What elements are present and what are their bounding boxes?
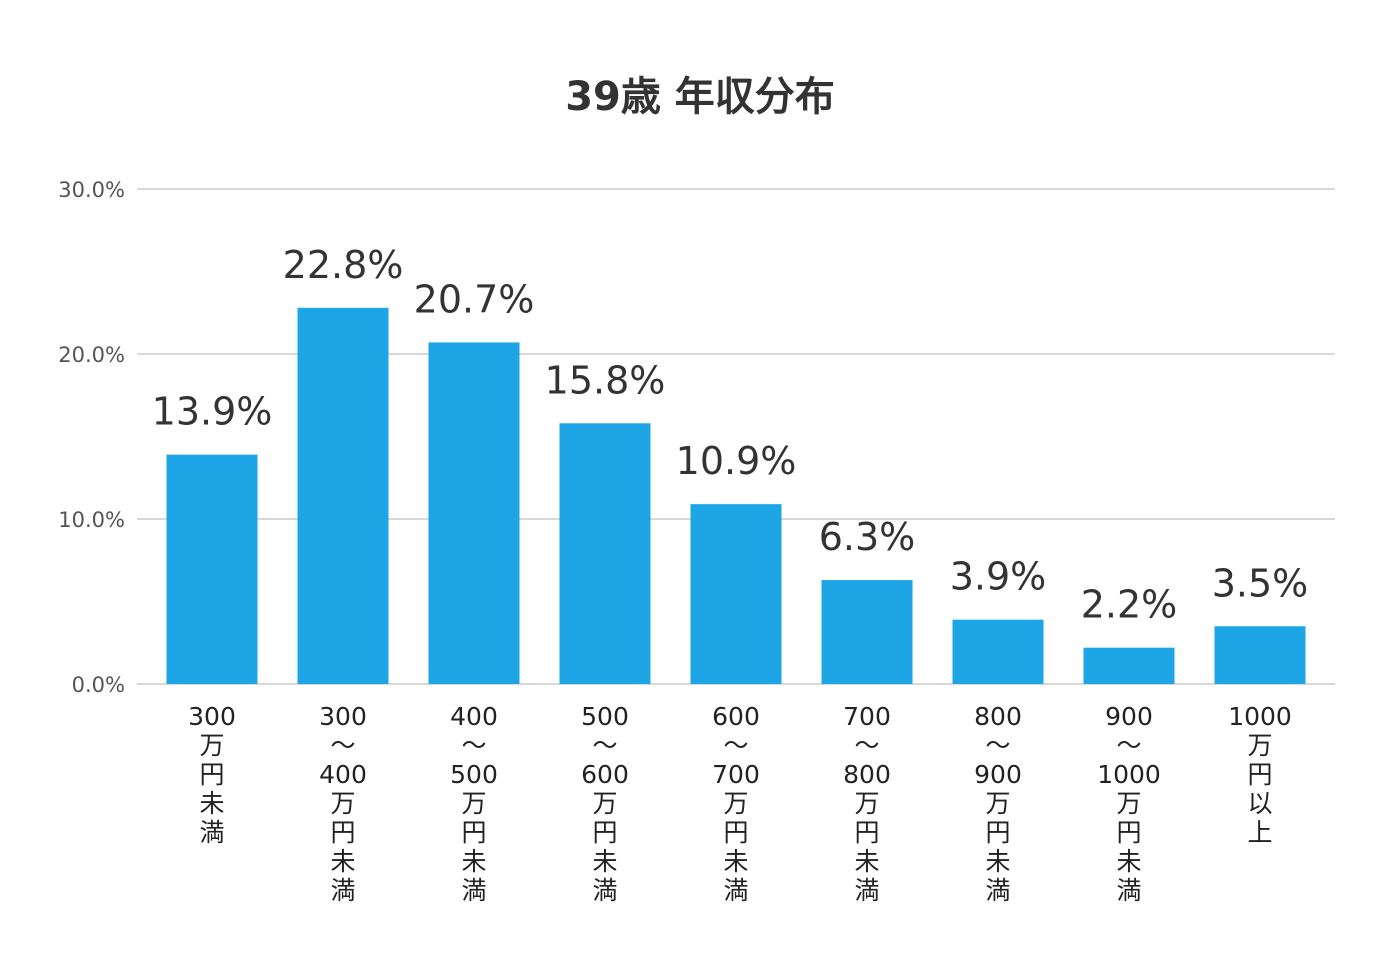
x-tick-label-line: 万 (461, 789, 486, 818)
x-tick-label-line: 〜 (461, 731, 486, 760)
x-tick-label-line: 900 (974, 760, 1022, 789)
y-tick-label: 10.0% (58, 508, 125, 532)
x-tick-label-line: 1000 (1097, 760, 1161, 789)
x-tick-label-line: 500 (450, 760, 498, 789)
x-tick-label-line: 未 (199, 789, 224, 818)
x-tick-label-line: 万 (985, 789, 1010, 818)
x-tick-label-line: 未 (592, 847, 617, 876)
x-tick-label-line: 万 (592, 789, 617, 818)
x-tick-label-line: 満 (1116, 876, 1141, 905)
bar (297, 307, 389, 684)
x-tick-label-line: 万 (723, 789, 748, 818)
y-tick-label: 0.0% (72, 673, 125, 697)
x-tick-label-line: 800 (974, 702, 1022, 731)
x-tick-label-line: 満 (854, 876, 879, 905)
x-tick-label-line: 円 (330, 818, 355, 847)
x-tick-label-line: 1000 (1228, 702, 1292, 731)
bar (428, 342, 520, 684)
x-tick-label-line: 満 (461, 876, 486, 905)
bar (1083, 647, 1175, 684)
x-tick-label-line: 万 (330, 789, 355, 818)
bars (166, 307, 1306, 684)
x-tick-label-line: 700 (712, 760, 760, 789)
y-tick-label: 30.0% (58, 178, 125, 202)
x-tick-label-line: 未 (461, 847, 486, 876)
data-label: 15.8% (545, 358, 666, 402)
x-tick-label-line: 400 (319, 760, 367, 789)
x-tick-label-line: 〜 (723, 731, 748, 760)
chart-title: 39歳 年収分布 (565, 74, 835, 120)
data-labels: 13.9% 22.8%20.7%15.8%10.9% 6.3% 3.9% 2.2% 3.5… (152, 243, 1309, 627)
bar (559, 423, 651, 684)
data-label: 3.9% (950, 555, 1047, 599)
x-tick-label-line: 未 (985, 847, 1010, 876)
x-tick-label-line: 円 (592, 818, 617, 847)
data-label: 20.7% (414, 277, 535, 321)
x-tick-label-line: 600 (712, 702, 760, 731)
x-tick-label-line: 400 (450, 702, 498, 731)
x-tick-label-line: 万 (199, 731, 224, 760)
x-tick-label-line: 万 (854, 789, 879, 818)
x-tick-label-line: 500 (581, 702, 629, 731)
x-tick-label-line: 円 (854, 818, 879, 847)
x-tick-label-line: 未 (1116, 847, 1141, 876)
data-label: 3.5% (1212, 561, 1309, 605)
data-label: 13.9% (152, 390, 273, 434)
x-tick-label-line: 満 (592, 876, 617, 905)
x-tick-label-line: 以 (1247, 789, 1272, 818)
x-tick-label-line: 〜 (985, 731, 1010, 760)
x-tick-label-line: 700 (843, 702, 891, 731)
x-axis-labels: 300万円未満300〜400万円未満400〜500万円未満500〜600万円未満… (188, 702, 1292, 905)
x-tick-label-line: 600 (581, 760, 629, 789)
bar (166, 454, 258, 684)
x-tick-label-line: 上 (1247, 818, 1272, 847)
x-tick-label-line: 未 (723, 847, 748, 876)
x-tick-label-line: 満 (199, 818, 224, 847)
data-label: 2.2% (1081, 583, 1178, 627)
x-tick-label-line: 〜 (592, 731, 617, 760)
x-tick-label-line: 未 (330, 847, 355, 876)
x-tick-label-line: 未 (854, 847, 879, 876)
x-tick-label-line: 300 (319, 702, 367, 731)
x-tick-label-line: 満 (985, 876, 1010, 905)
x-tick-label-line: 万 (1116, 789, 1141, 818)
x-tick-label-line: 円 (985, 818, 1010, 847)
data-label: 22.8% (283, 243, 404, 287)
bar (952, 619, 1044, 684)
x-tick-label-line: 〜 (1116, 731, 1141, 760)
x-tick-label-line: 900 (1105, 702, 1153, 731)
data-label: 6.3% (819, 515, 916, 559)
x-tick-label-line: 円 (723, 818, 748, 847)
x-tick-label-line: 満 (723, 876, 748, 905)
x-tick-label-line: 300 (188, 702, 236, 731)
y-tick-label: 20.0% (58, 343, 125, 367)
x-tick-label-line: 円 (1116, 818, 1141, 847)
x-tick-label-line: 円 (1247, 760, 1272, 789)
y-axis-ticks: 0.0% 10.0% 20.0% 30.0% (58, 178, 125, 697)
x-tick-label-line: 〜 (330, 731, 355, 760)
x-tick-label-line: 800 (843, 760, 891, 789)
x-tick-label-line: 万 (1247, 731, 1272, 760)
x-tick-label-line: 円 (199, 760, 224, 789)
x-tick-label-line: 満 (330, 876, 355, 905)
bar (690, 504, 782, 684)
x-tick-label-line: 〜 (854, 731, 879, 760)
bar (1214, 626, 1306, 684)
data-label: 10.9% (676, 439, 797, 483)
bar (821, 580, 913, 684)
x-tick-label-line: 円 (461, 818, 486, 847)
